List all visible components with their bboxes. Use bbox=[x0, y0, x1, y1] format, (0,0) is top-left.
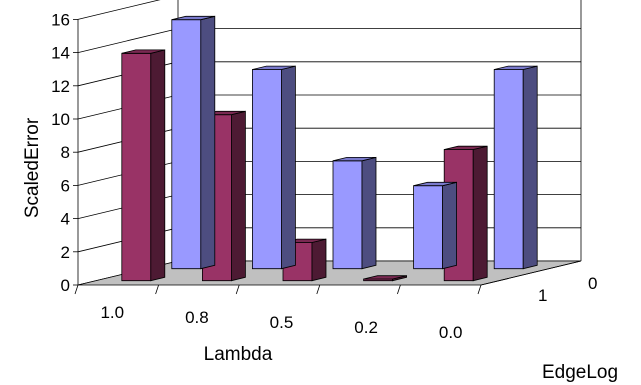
bar-side-face bbox=[472, 145, 488, 282]
bar-side-face bbox=[442, 181, 458, 270]
bar-top-face bbox=[444, 145, 488, 150]
bar-front-face bbox=[413, 185, 444, 270]
x-tick-label: 0.5 bbox=[270, 313, 294, 332]
bar-side-face bbox=[361, 156, 377, 270]
y-tick-label: 0 bbox=[61, 276, 70, 295]
x-tick bbox=[397, 284, 401, 295]
x-tick bbox=[316, 284, 321, 295]
bar-top-face bbox=[121, 49, 165, 54]
x-tick bbox=[235, 284, 240, 295]
bar-0-0.0 bbox=[493, 65, 538, 270]
bar-front-face bbox=[332, 160, 363, 270]
bar-side-face bbox=[200, 15, 216, 270]
z-axis-label: EdgeLog bbox=[542, 362, 618, 383]
x-tick-labels: 1.0 0.8 0.5 0.2 0.0 bbox=[74, 284, 482, 342]
bar-front-face bbox=[121, 52, 152, 282]
bar-1-1.0 bbox=[121, 49, 166, 282]
y-tick-label: 12 bbox=[51, 77, 70, 96]
x-tick-label: 0.8 bbox=[185, 308, 209, 327]
bar-0-0.8 bbox=[251, 65, 296, 270]
bar-0-0.2 bbox=[413, 181, 458, 270]
y-tick-label: 2 bbox=[61, 243, 70, 262]
bar-side-face bbox=[230, 110, 246, 282]
bar-top-face bbox=[494, 65, 538, 70]
bar-top-face bbox=[363, 275, 407, 280]
y-tick-label: 14 bbox=[51, 44, 70, 63]
x-tick bbox=[74, 284, 79, 295]
z-tick-label: 1 bbox=[538, 286, 547, 305]
x-tick bbox=[477, 284, 482, 295]
y-tick-label: 8 bbox=[61, 143, 70, 162]
bar-side-face bbox=[311, 238, 327, 282]
x-axis-label: Lambda bbox=[204, 344, 273, 365]
bar-1-0.2 bbox=[363, 275, 408, 282]
bar-0-0.5 bbox=[332, 156, 377, 270]
y-tick-label: 10 bbox=[51, 110, 70, 129]
z-tick-label: 0 bbox=[588, 274, 597, 293]
x-tick-label: 0.2 bbox=[354, 318, 378, 337]
bar-side-face bbox=[280, 65, 296, 270]
z-axis-line bbox=[480, 260, 582, 286]
x-tick-label: 0.0 bbox=[439, 323, 463, 342]
bar-0-1.0 bbox=[171, 15, 216, 270]
x-tick bbox=[155, 284, 159, 295]
bar-front-face bbox=[493, 69, 524, 270]
y-tick-label: 4 bbox=[61, 210, 70, 229]
bars bbox=[121, 15, 538, 282]
bar-front-face bbox=[251, 69, 282, 270]
bar-top-face bbox=[252, 65, 296, 70]
x-tick-label: 1.0 bbox=[100, 303, 124, 322]
y-tick-label: 16 bbox=[51, 10, 70, 29]
y-axis: 0 2 4 6 8 10 12 14 16 bbox=[51, 10, 78, 295]
side-grid-line bbox=[77, 28, 179, 53]
bar-top-face bbox=[171, 15, 215, 21]
z-tick-labels: 01 bbox=[480, 260, 597, 305]
y-tick-label: 6 bbox=[61, 176, 70, 195]
side-grid-line bbox=[77, 0, 161, 20]
y-axis-label: ScaledError bbox=[22, 117, 43, 218]
bar-side-face bbox=[522, 65, 538, 270]
bar-top-face bbox=[332, 156, 377, 162]
bar-front-face bbox=[171, 19, 202, 270]
bar-side-face bbox=[150, 49, 166, 282]
bar-top-face bbox=[413, 181, 457, 187]
